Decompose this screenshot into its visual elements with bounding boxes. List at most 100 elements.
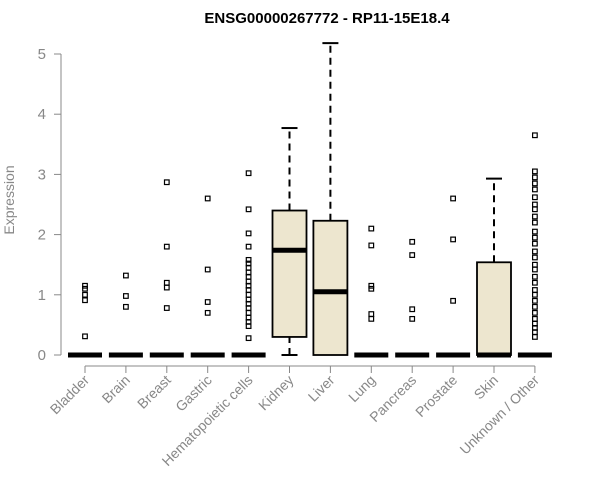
x-tick-label: Lung (345, 372, 378, 405)
outlier-point (409, 238, 416, 245)
box-breast (149, 179, 184, 358)
outlier-point (531, 194, 538, 201)
outlier-point (163, 179, 170, 186)
outlier-point (531, 334, 538, 340)
x-tick-label: Brain (99, 372, 133, 406)
outlier-point (245, 309, 252, 316)
box-prostate (436, 195, 471, 358)
outlier-point (531, 186, 538, 193)
y-axis: 0 1 2 3 4 5 (38, 46, 62, 364)
outlier-point (531, 297, 538, 304)
outlier-point (204, 309, 211, 316)
y-tick-label: 1 (38, 287, 46, 304)
outlier-point (163, 279, 170, 286)
x-tick-label: Bladder (47, 372, 93, 418)
outlier-point (531, 174, 538, 181)
outlier-point (82, 282, 88, 289)
outlier-point (245, 291, 252, 298)
outlier-point (204, 299, 211, 305)
chart-title: ENSG00000267772 - RP11-15E18.4 (204, 10, 450, 27)
outlier-point (368, 311, 375, 317)
outlier-point (82, 291, 88, 298)
outlier-point (409, 252, 416, 258)
outlier-point (245, 206, 252, 213)
x-tick-label: Breast (134, 372, 174, 412)
x-tick-label: Kidney (255, 372, 297, 414)
outlier-point (368, 225, 375, 232)
outlier-point (122, 272, 129, 279)
outlier-point (531, 291, 538, 298)
outlier-point (163, 243, 170, 250)
box-body (271, 209, 308, 338)
outlier-point (531, 219, 538, 226)
x-tick-label: Prostate (412, 372, 460, 420)
outlier-point (531, 273, 538, 280)
outlier-point (409, 306, 416, 313)
box-liver (312, 42, 349, 356)
y-tick-label: 3 (38, 166, 46, 183)
box-unknown-other (517, 132, 552, 358)
outlier-point (368, 315, 375, 322)
outlier-point (531, 254, 538, 261)
outlier-point (531, 213, 538, 220)
outlier-point (245, 243, 252, 250)
outlier-point (163, 305, 170, 311)
box-kidney (271, 127, 308, 356)
outlier-point (531, 206, 538, 213)
outlier-point (245, 230, 252, 237)
outlier-point (82, 285, 88, 292)
y-tick-label: 4 (38, 106, 46, 123)
y-tick-label: 2 (38, 227, 46, 244)
outlier-point (409, 315, 416, 322)
box-brain (108, 272, 143, 358)
outlier-point (368, 285, 375, 292)
outlier-point (531, 261, 538, 268)
outlier-point (531, 287, 538, 293)
outlier-point (531, 132, 538, 139)
outlier-point (531, 168, 538, 175)
outlier-point (531, 234, 538, 241)
box-gastric (190, 195, 225, 358)
box-lung (354, 225, 389, 358)
outlier-point (531, 248, 538, 255)
box-body (312, 219, 349, 356)
box-pancreas (395, 238, 430, 358)
outlier-point (531, 266, 538, 273)
outlier-point (531, 315, 538, 322)
outlier-point (204, 266, 211, 273)
y-axis-label: Expression (1, 165, 17, 234)
outlier-point (450, 297, 456, 304)
outlier-point (531, 201, 538, 208)
outlier-point (245, 170, 252, 177)
outlier-point (531, 240, 538, 247)
outlier-point (531, 228, 538, 235)
outlier-point (531, 279, 538, 286)
outlier-point (531, 303, 538, 310)
x-tick-label: Skin (471, 372, 502, 403)
y-tick-label: 5 (38, 46, 46, 63)
outlier-point (82, 297, 88, 304)
outlier-point (245, 256, 252, 263)
outlier-point (82, 333, 88, 340)
box-body (476, 261, 512, 356)
outlier-point (122, 293, 129, 299)
outlier-point (245, 260, 252, 267)
outlier-point (245, 335, 252, 342)
x-tick-label: Liver (305, 372, 338, 405)
outlier-point (163, 284, 170, 291)
outlier-point (204, 195, 211, 202)
outlier-point (450, 195, 456, 202)
y-tick-label: 0 (38, 347, 46, 364)
outlier-point (450, 236, 456, 243)
outlier-point (368, 242, 375, 249)
outlier-point (531, 180, 538, 187)
outlier-point (368, 282, 375, 289)
box-skin (476, 177, 512, 358)
box-series (68, 42, 552, 358)
box-bladder (68, 282, 102, 358)
outlier-point (122, 303, 129, 310)
box-hematopoietic-cells (231, 170, 266, 358)
outlier-point (531, 309, 538, 316)
